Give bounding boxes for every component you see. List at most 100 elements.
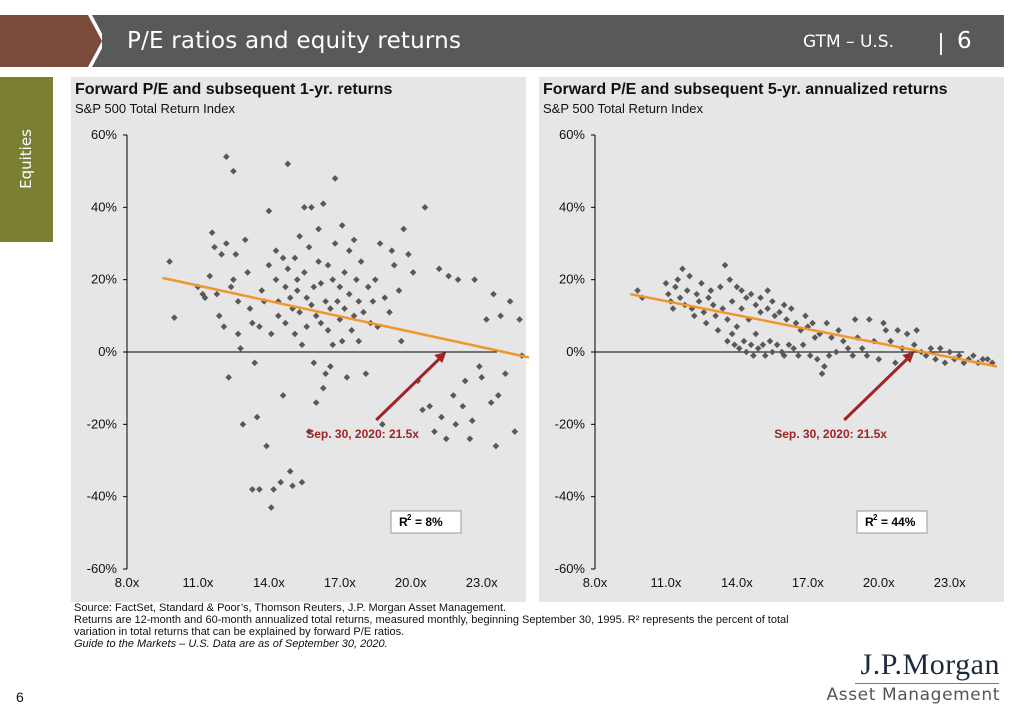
data-point bbox=[305, 243, 313, 251]
data-point bbox=[170, 314, 178, 321]
data-point bbox=[343, 374, 351, 381]
data-point bbox=[764, 305, 771, 312]
data-point bbox=[208, 229, 216, 236]
data-point bbox=[452, 421, 459, 428]
data-point bbox=[875, 355, 883, 363]
data-point bbox=[336, 283, 344, 291]
data-point bbox=[894, 327, 901, 334]
data-point bbox=[213, 290, 221, 298]
methodology-note: Returns are 12-month and 60-month annual… bbox=[74, 614, 789, 626]
data-point bbox=[379, 421, 386, 428]
data-point bbox=[476, 363, 483, 370]
data-point bbox=[733, 323, 741, 330]
data-point bbox=[764, 287, 771, 294]
data-point bbox=[289, 305, 296, 312]
data-point bbox=[291, 254, 299, 262]
data-point bbox=[260, 298, 268, 305]
data-point bbox=[468, 417, 476, 425]
data-point bbox=[376, 240, 384, 247]
data-point bbox=[331, 240, 339, 247]
data-point bbox=[766, 337, 774, 345]
data-point bbox=[329, 341, 337, 349]
x-tick-label: 11.0x bbox=[651, 575, 682, 590]
data-point bbox=[726, 276, 734, 283]
y-tick-label: 40% bbox=[559, 199, 585, 214]
data-point bbox=[858, 345, 866, 352]
data-point bbox=[471, 276, 478, 283]
data-point bbox=[728, 330, 736, 338]
y-tick-label: -20% bbox=[555, 416, 586, 431]
data-point bbox=[887, 337, 894, 345]
data-point bbox=[301, 204, 308, 211]
data-point bbox=[225, 374, 232, 381]
data-point bbox=[780, 301, 788, 309]
r-squared-superscript: 2 bbox=[873, 513, 878, 522]
data-point bbox=[201, 294, 209, 302]
data-point bbox=[249, 319, 256, 327]
data-point bbox=[882, 327, 890, 334]
data-point bbox=[795, 352, 802, 359]
data-point bbox=[828, 334, 835, 341]
data-point bbox=[345, 290, 353, 298]
scatter-chart-1yr: 60% 40% 20% 0% -20% -40% -60%8.0x 11.0x 14.0x 17.… bbox=[87, 127, 530, 590]
methodology-note-cont: variation in total returns that can be e… bbox=[74, 626, 405, 638]
data-point bbox=[371, 276, 379, 283]
x-tick-label: 8.0x bbox=[115, 575, 140, 590]
data-point bbox=[279, 254, 287, 262]
data-point bbox=[709, 301, 717, 309]
data-point bbox=[688, 305, 696, 312]
data-point bbox=[355, 298, 363, 305]
data-point bbox=[284, 160, 292, 168]
data-point bbox=[267, 330, 275, 338]
data-point bbox=[220, 323, 228, 330]
data-point bbox=[329, 276, 337, 283]
data-point bbox=[234, 298, 242, 305]
data-point bbox=[395, 287, 403, 294]
x-tick-label: 17.0x bbox=[792, 575, 824, 590]
data-point bbox=[698, 279, 705, 287]
data-point bbox=[761, 352, 769, 359]
source-note: Source: FactSet, Standard & Poor’s, Thom… bbox=[74, 602, 507, 614]
r-squared-label: R bbox=[865, 515, 874, 529]
data-point bbox=[809, 319, 816, 327]
data-point bbox=[946, 348, 954, 356]
data-point bbox=[286, 294, 294, 302]
data-point bbox=[362, 370, 370, 377]
data-point bbox=[695, 298, 703, 305]
data-point bbox=[275, 312, 282, 320]
r-squared-value: = 8% bbox=[415, 515, 443, 529]
data-point bbox=[813, 355, 821, 363]
y-tick-label: -40% bbox=[555, 489, 586, 504]
data-point bbox=[324, 327, 332, 334]
chart-panel-1yr: Forward P/E and subsequent 1-yr. returns… bbox=[71, 77, 530, 602]
page-title: P/E ratios and equity returns bbox=[127, 28, 462, 54]
data-point bbox=[478, 374, 486, 381]
data-point bbox=[223, 240, 230, 247]
y-tick-label: -60% bbox=[555, 561, 586, 576]
data-point bbox=[669, 305, 677, 312]
data-point bbox=[988, 359, 996, 367]
data-point bbox=[272, 247, 280, 255]
data-point bbox=[516, 316, 523, 323]
header-page-number: 6 bbox=[957, 28, 972, 54]
data-point bbox=[282, 319, 289, 327]
data-point bbox=[338, 222, 346, 229]
data-point bbox=[674, 276, 682, 283]
annotation-arrowhead bbox=[434, 352, 447, 363]
data-point bbox=[984, 355, 991, 363]
data-point bbox=[315, 258, 322, 265]
data-point bbox=[459, 402, 467, 410]
data-point bbox=[246, 305, 254, 312]
data-point bbox=[450, 392, 457, 399]
data-point bbox=[454, 276, 462, 283]
data-point bbox=[315, 225, 322, 233]
data-point bbox=[445, 272, 452, 280]
chart-title: Forward P/E and subsequent 1-yr. returns bbox=[75, 81, 393, 98]
data-point bbox=[825, 352, 833, 359]
annotation-label: Sep. 30, 2020: 21.5x bbox=[306, 427, 419, 441]
data-point bbox=[388, 247, 396, 255]
header-arrow-icon bbox=[0, 15, 102, 67]
data-point bbox=[866, 316, 873, 323]
data-date-note: Guide to the Markets – U.S. Data are as … bbox=[74, 638, 388, 650]
x-tick-label: 23.0x bbox=[934, 575, 966, 590]
